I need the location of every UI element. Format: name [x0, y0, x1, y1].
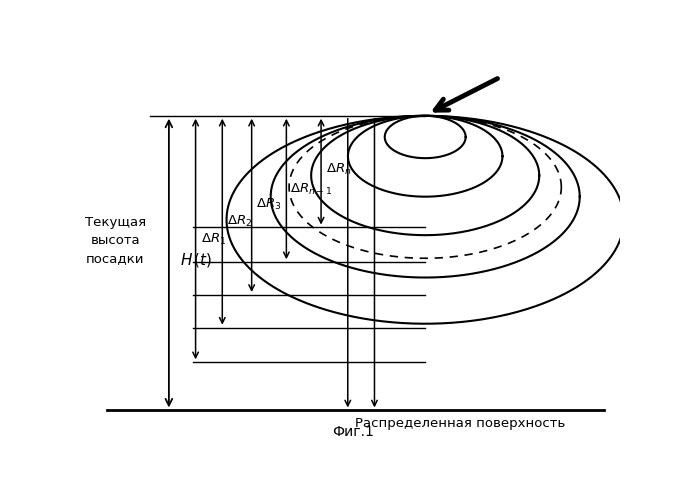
Text: $\Delta R_3$: $\Delta R_3$ — [256, 197, 281, 212]
Text: $\Delta R_{n-1}$: $\Delta R_{n-1}$ — [290, 182, 333, 196]
Text: Текущая
высота
посадки: Текущая высота посадки — [85, 216, 146, 266]
Text: $\Delta R_1$: $\Delta R_1$ — [201, 232, 226, 246]
Text: $\Delta R_n$: $\Delta R_n$ — [327, 162, 352, 178]
Text: $\Delta R_2$: $\Delta R_2$ — [227, 214, 251, 230]
Text: Фиг.1: Фиг.1 — [332, 425, 374, 439]
Text: $H\,(t)$: $H\,(t)$ — [180, 251, 212, 269]
Text: Распределенная поверхность: Распределенная поверхность — [355, 418, 565, 430]
